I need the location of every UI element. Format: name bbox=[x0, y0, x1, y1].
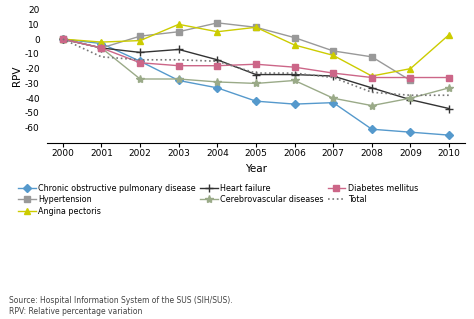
Text: Source: Hospital Information System of the SUS (SIH/SUS).
RPV: Relative percenta: Source: Hospital Information System of t… bbox=[9, 296, 233, 316]
X-axis label: Year: Year bbox=[245, 164, 267, 174]
Y-axis label: RPV: RPV bbox=[12, 66, 22, 86]
Legend: Chronic obstructive pulmonary disease, Hypertension, Angina pectoris, Heart fail: Chronic obstructive pulmonary disease, H… bbox=[18, 184, 418, 216]
